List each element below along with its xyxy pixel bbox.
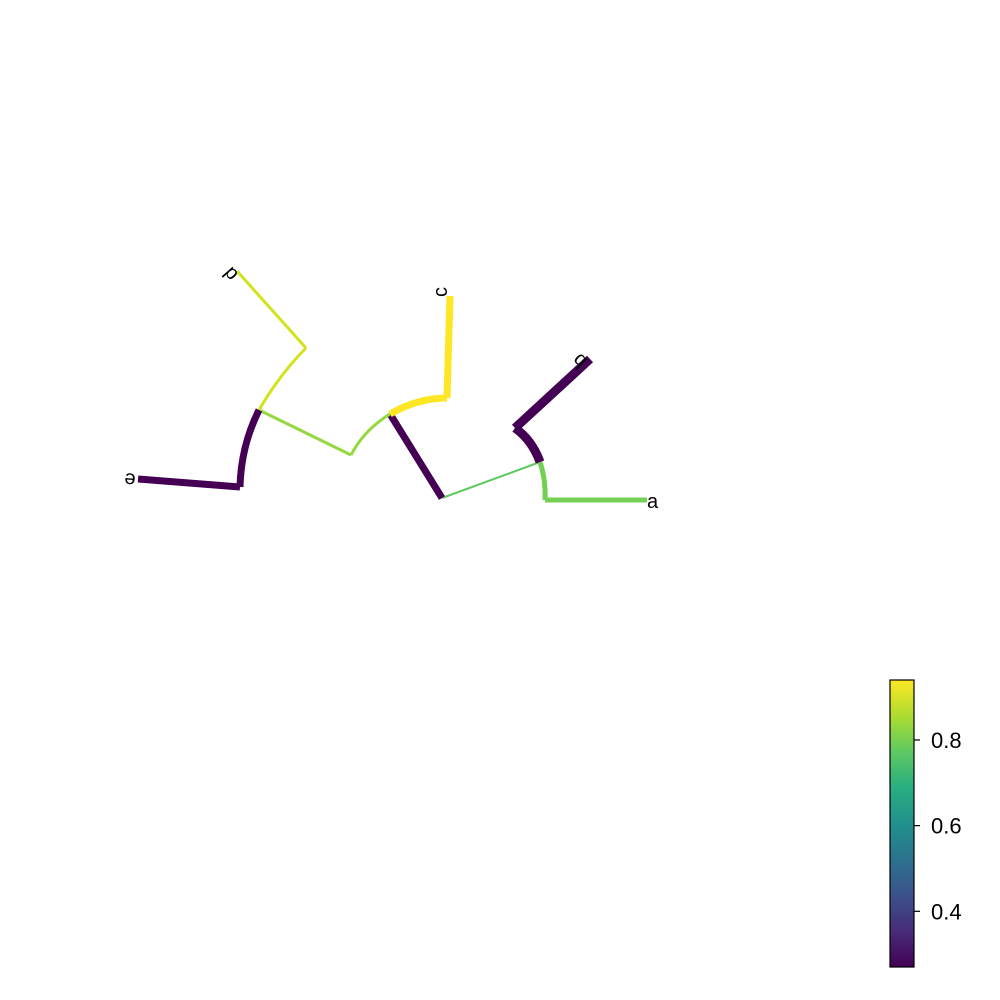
branch-d-arc xyxy=(257,346,308,411)
colorbar-tick-label: 0.6 xyxy=(931,814,962,839)
colorbar-gradient xyxy=(889,679,915,968)
branch-ab-arc-a xyxy=(537,461,548,501)
branch-tip-d xyxy=(235,269,308,350)
branch-ab-arc-b xyxy=(512,424,545,464)
tip-label-c: c xyxy=(430,287,452,297)
colorbar: 0.4 0.6 0.8 xyxy=(889,679,962,968)
colorbar-tick-label: 0.4 xyxy=(931,899,962,924)
branch-c-arc xyxy=(388,394,448,418)
branch-root-left xyxy=(387,412,445,500)
tip-label-b: b xyxy=(568,349,591,373)
branch-tip-b xyxy=(511,355,594,432)
branch-tip-c xyxy=(443,295,454,399)
branch-tip-e xyxy=(137,475,241,491)
tip-label-e: e xyxy=(123,468,136,491)
branch-inner-arc xyxy=(349,412,391,456)
branch-inner-to-de xyxy=(258,408,352,457)
tip-label-d: d xyxy=(219,262,243,285)
tree-branches xyxy=(137,269,647,503)
colorbar-ticks: 0.4 0.6 0.8 xyxy=(914,728,962,924)
tip-labels: a b c d e xyxy=(123,262,659,513)
branch-root-right xyxy=(441,461,541,499)
branch-e-arc xyxy=(236,408,263,488)
colorbar-tick-label: 0.8 xyxy=(931,728,962,753)
tip-label-a: a xyxy=(647,491,659,513)
